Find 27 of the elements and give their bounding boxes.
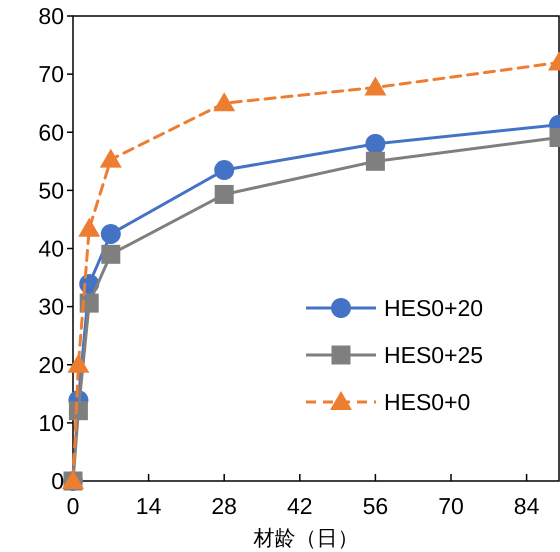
- y-tick-label: 70: [38, 61, 64, 88]
- x-axis-title: 材龄（日）: [252, 527, 358, 550]
- point: [67, 354, 90, 373]
- y-tick-label: 30: [38, 294, 64, 320]
- y-tick-label: 60: [38, 119, 64, 146]
- point: [101, 244, 120, 264]
- x-tick-label: 56: [362, 493, 388, 519]
- legend-label: HES0+25: [384, 342, 484, 368]
- y-tick-label: 50: [38, 177, 64, 204]
- point: [100, 148, 122, 168]
- legend-label: HES0+20: [384, 295, 484, 321]
- point: [213, 92, 236, 112]
- x-tick-label: 28: [211, 493, 237, 519]
- point: [214, 160, 234, 180]
- legend-label: HES0+0: [384, 389, 470, 415]
- point: [78, 218, 100, 237]
- x-tick-label: 70: [438, 493, 464, 519]
- y-tick-label: 0: [51, 468, 64, 494]
- y-tick-label: 40: [38, 236, 64, 262]
- x-tick-label: 14: [136, 493, 162, 519]
- point: [100, 224, 121, 244]
- x-tick-label: 84: [514, 493, 540, 519]
- point: [214, 184, 234, 204]
- y-tick-label: 10: [38, 410, 64, 436]
- y-tick-label: 20: [38, 352, 64, 378]
- x-tick-label: 42: [287, 493, 313, 519]
- y-tick-label: 80: [38, 3, 64, 29]
